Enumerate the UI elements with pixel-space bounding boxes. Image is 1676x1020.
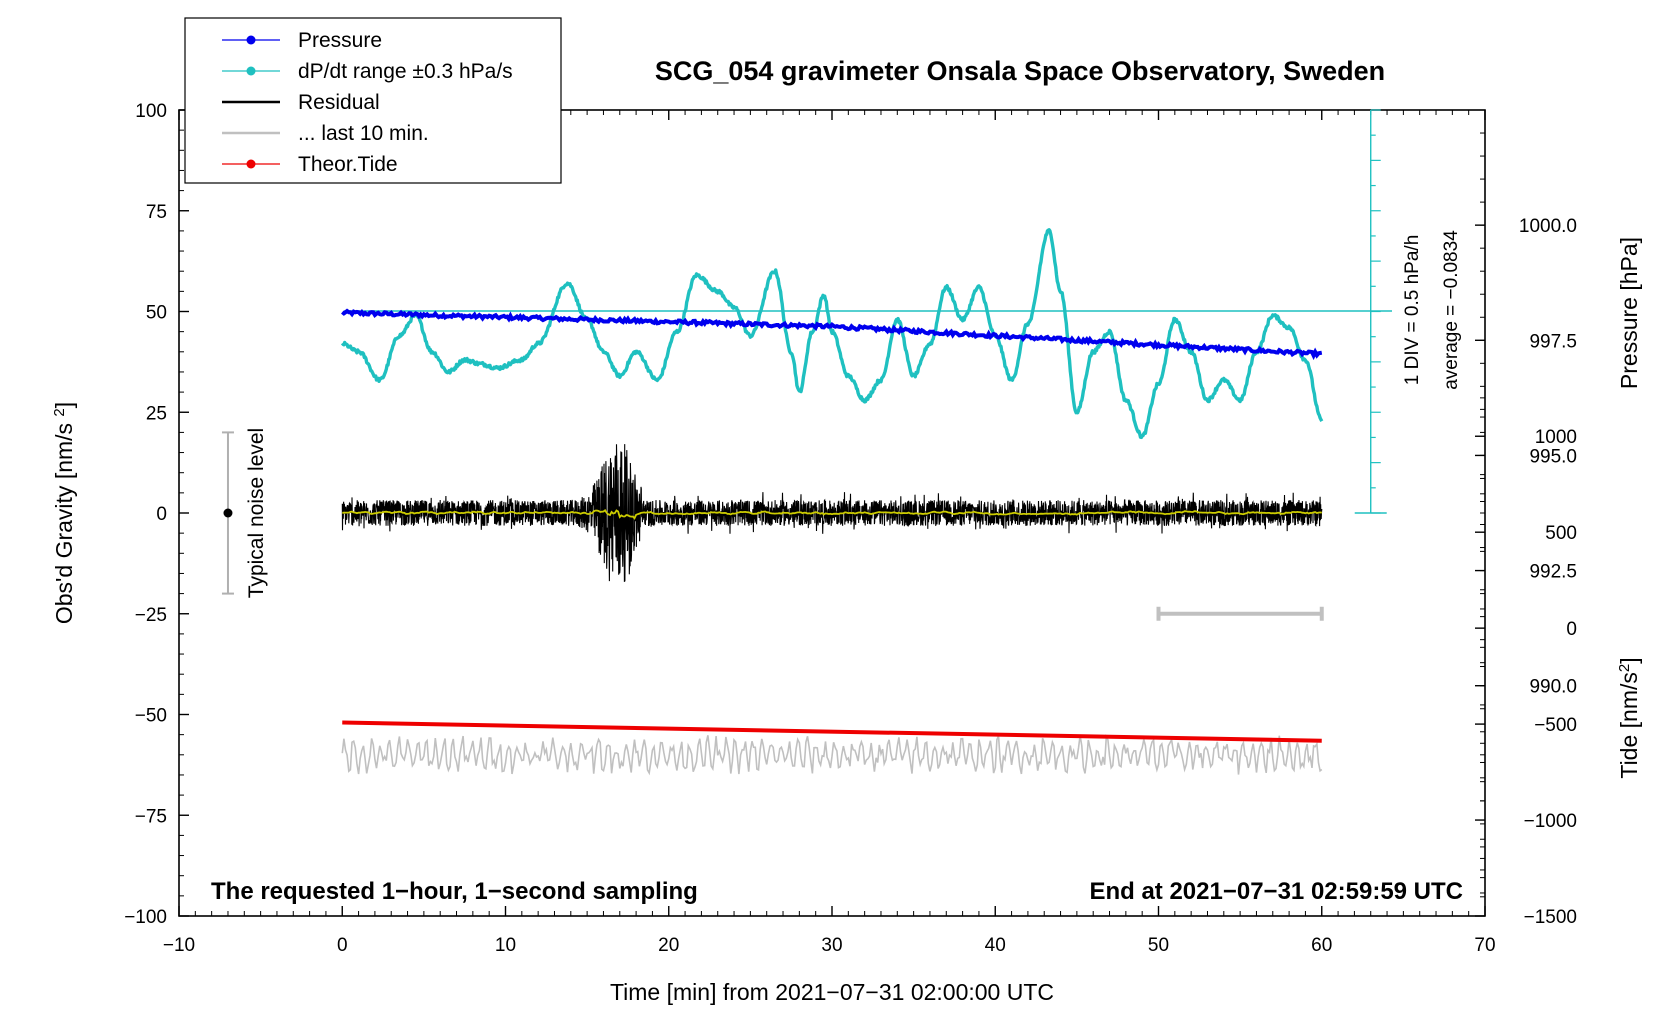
legend: Pressure dP/dt range ±0.3 hPa/s Residual..… <box>184 17 562 184</box>
x-tick-label: 30 <box>821 935 842 956</box>
tide-tick-label: 0 <box>1566 619 1577 640</box>
tide-tick-label: −500 <box>1534 715 1577 736</box>
y-axis-label: Obs'd Gravity [nm/s 2] <box>51 402 77 624</box>
tide-tick-label: −1500 <box>1524 907 1577 928</box>
y-tick-label: −100 <box>124 907 167 928</box>
y-ticks: 100 75 50 25 0 −25 −50 −75 −100 <box>124 101 189 928</box>
x-axis-label: Time [min] from 2021−07−31 02:00:00 UTC <box>610 979 1054 1005</box>
end-time-note: End at 2021−07−31 02:59:59 UTC <box>1089 878 1463 905</box>
tide-tick-label: −1000 <box>1524 811 1577 832</box>
x-tick-label: 60 <box>1311 935 1332 956</box>
scale-div-label: 1 DIV = 0.5 hPa/h <box>1402 235 1423 386</box>
x-tick-label: 0 <box>337 935 348 956</box>
residual-series <box>341 444 1323 582</box>
y-tick-label: −75 <box>135 806 167 827</box>
y-label-close: ] <box>51 402 77 408</box>
legend-label-5: Theor.Tide <box>298 153 398 176</box>
noise-level-label: Typical noise level <box>245 428 268 598</box>
tide-tick-label: 500 <box>1545 523 1577 544</box>
y-label-superscript: 2 <box>51 408 68 416</box>
pressure-tick-label: 990.0 <box>1529 677 1577 698</box>
y-tick-label: 100 <box>135 101 167 122</box>
y-axis-label-text: Obs'd Gravity [nm/s <box>51 423 77 624</box>
y-tick-label: 25 <box>146 403 167 424</box>
legend-box <box>184 17 562 184</box>
legend-label-1: Pressure <box>298 29 382 52</box>
dpdt-series <box>340 228 1324 440</box>
x-tick-label: 50 <box>1148 935 1169 956</box>
tide-label-close: ] <box>1616 657 1642 663</box>
noise-dot <box>223 508 233 518</box>
y-tick-label: −50 <box>135 706 167 727</box>
residual-smoothed-series <box>342 508 1322 520</box>
x-tick-label: −10 <box>163 935 195 956</box>
theor-tide-series <box>342 720 1322 743</box>
scale-average-label: average = −0.0834 <box>1441 230 1462 390</box>
tide-label-superscript: 2 <box>1616 664 1633 672</box>
legend-marker-5 <box>246 159 256 169</box>
legend-marker-2 <box>246 66 256 76</box>
legend-marker-1 <box>246 35 256 45</box>
legend-label-4: ... last 10 min. <box>298 122 429 145</box>
chart-title: SCG_054 gravimeter Onsala Space Observat… <box>655 56 1385 86</box>
pressure-series <box>341 308 1323 361</box>
y-tick-label: 50 <box>146 303 167 324</box>
legend-label-3: Residual <box>298 91 380 114</box>
x-tick-label: 40 <box>985 935 1006 956</box>
noise-level-indicator <box>221 431 234 595</box>
legend-label-2: dP/dt range ±0.3 hPa/s <box>298 60 513 83</box>
y-tick-label: 75 <box>146 202 167 223</box>
pressure-tick-label: 1000.0 <box>1519 216 1577 237</box>
pressure-tick-label: 997.5 <box>1529 331 1577 352</box>
pressure-tick-label: 992.5 <box>1529 562 1577 583</box>
pressure-axis-label: Pressure [hPa] <box>1616 237 1642 389</box>
x-tick-label: 20 <box>658 935 679 956</box>
last-10-min-marker <box>1156 606 1324 621</box>
x-tick-label: 70 <box>1474 935 1495 956</box>
y-tick-label: 0 <box>156 504 167 525</box>
tide-axis-label: Tide [nm/s2] <box>1616 657 1642 778</box>
tide-tick-label: 1000 <box>1535 427 1577 448</box>
last-10-min-series <box>341 734 1323 776</box>
tide-ticks: 1000 500 0 −500 −1000 −1500 <box>1475 397 1577 928</box>
pressure-tick-label: 995.0 <box>1529 446 1577 467</box>
y-tick-label: −25 <box>135 605 167 626</box>
pressure-ticks: 1000.0 997.5 995.0 992.5 990.0 <box>1475 109 1577 894</box>
x-ticks: −10 0 10 20 30 40 50 60 70 <box>163 110 1496 956</box>
sampling-note: The requested 1−hour, 1−second sampling <box>211 878 698 905</box>
x-tick-label: 10 <box>495 935 516 956</box>
